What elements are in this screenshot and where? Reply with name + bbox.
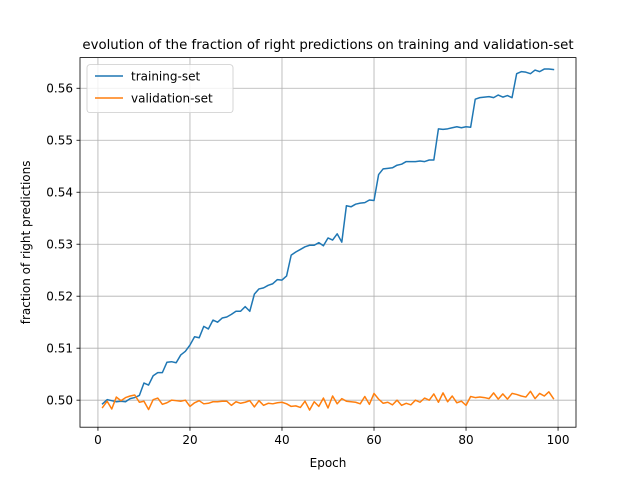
y-tick-label: 0.55 [46, 134, 73, 148]
y-axis-label: fraction of right predictions [19, 161, 33, 325]
legend-box [86, 64, 234, 113]
y-tick-label: 0.52 [46, 290, 73, 304]
chart-title: evolution of the fraction of right predi… [82, 38, 573, 53]
ticks: 0 20 40 60 80 100 0.50 0.51 0.52 0.53 0.54 0.55 0.56 [46, 82, 569, 448]
x-tick-label: 40 [274, 433, 289, 447]
y-tick-label: 0.54 [46, 186, 73, 200]
x-tick-label: 60 [366, 433, 381, 447]
series-line-training-set [101, 68, 555, 405]
legend-label-validation-set: validation-set [131, 91, 213, 105]
series-line-validation-set [101, 390, 555, 411]
y-tick-label: 0.56 [46, 82, 73, 96]
x-tick-label: 80 [458, 433, 473, 447]
y-tick-label: 0.51 [46, 341, 73, 355]
legend-label-training-set: training-set [131, 69, 200, 83]
x-tick-label: 20 [182, 433, 197, 447]
plot-frame [79, 57, 577, 428]
y-tick-label: 0.53 [46, 238, 73, 252]
grid [80, 57, 576, 428]
x-tick-label: 0 [94, 433, 102, 447]
series-group [101, 68, 555, 411]
x-tick-label: 100 [547, 433, 570, 447]
x-axis-label: Epoch [310, 456, 347, 470]
y-tick-label: 0.50 [46, 393, 73, 407]
legend: training-set validation-set [86, 64, 234, 113]
